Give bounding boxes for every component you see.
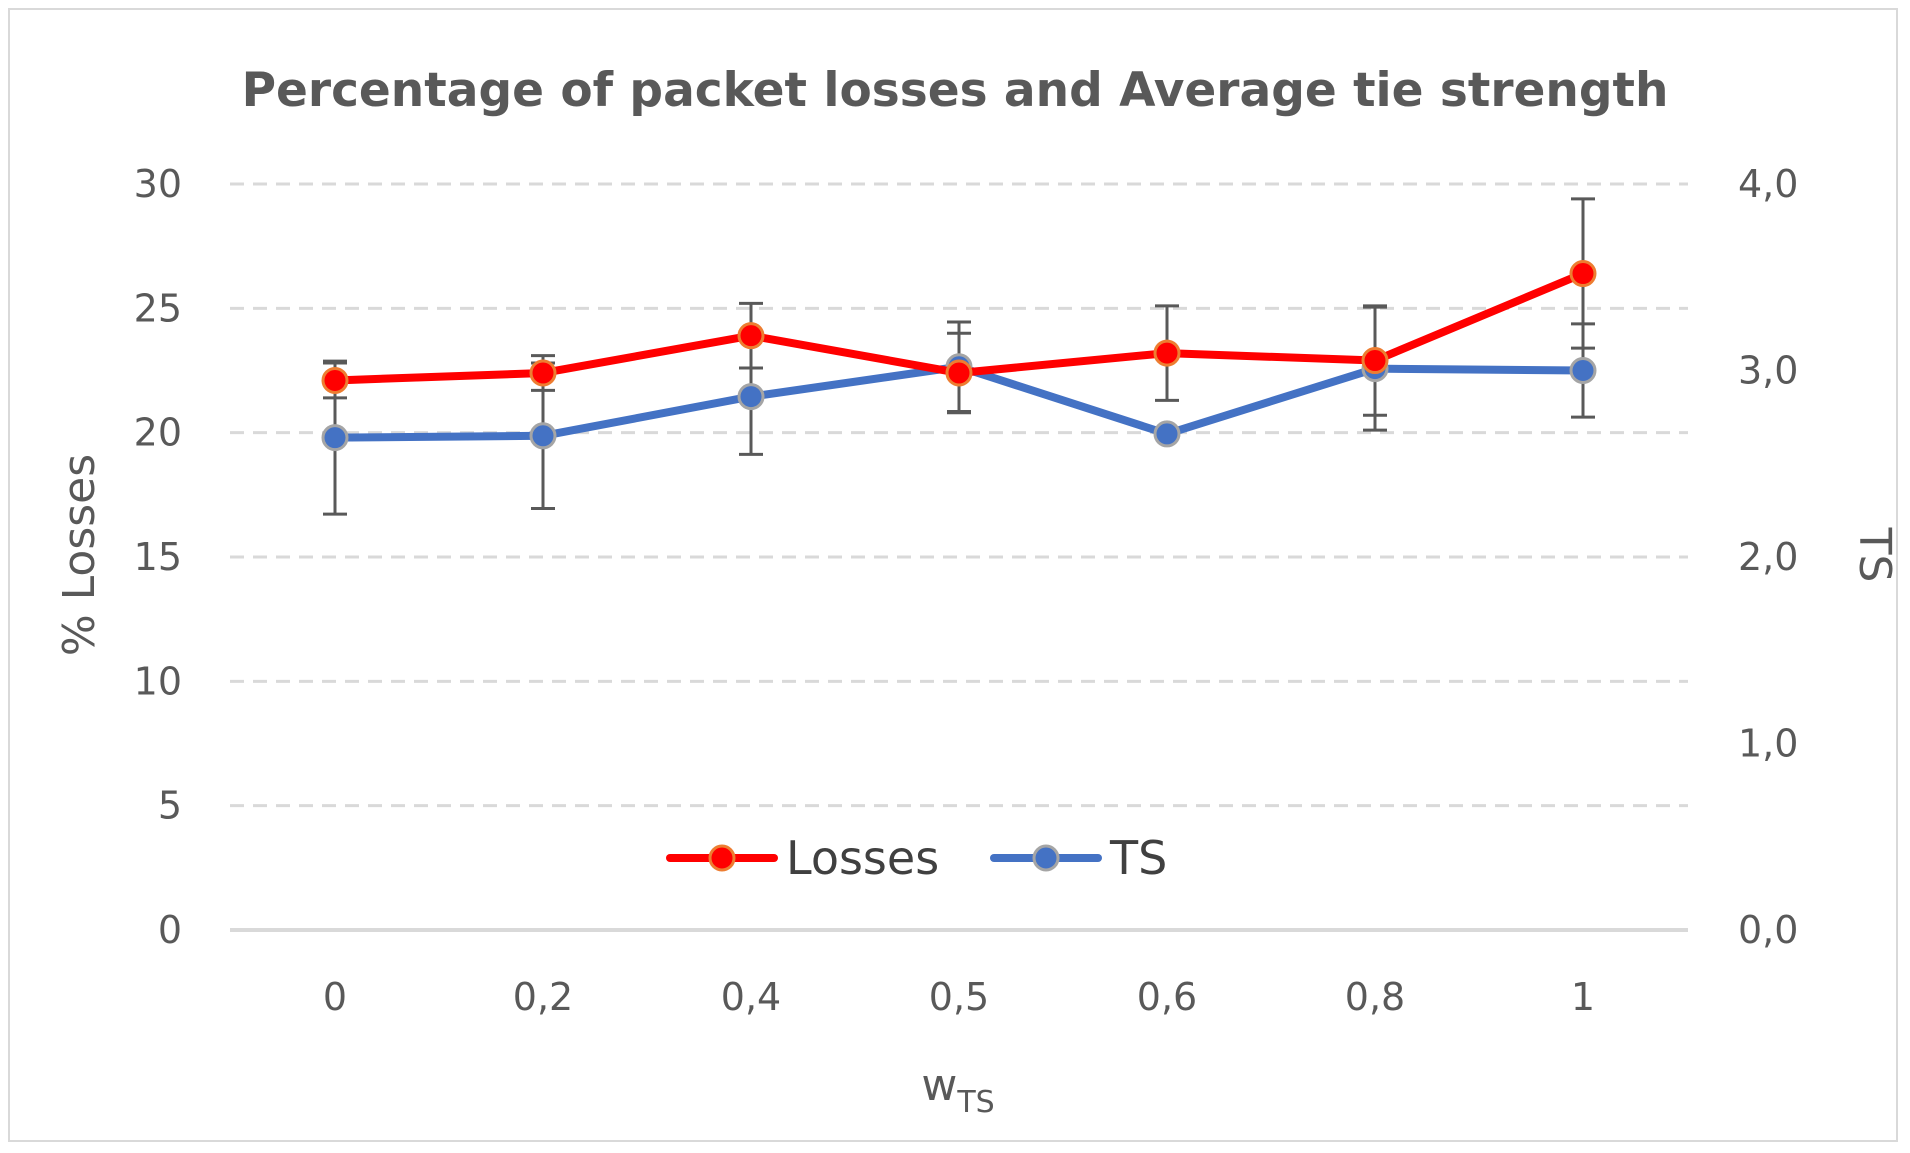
chart-title: Percentage of packet losses and Average … — [242, 63, 1669, 118]
data-point — [1569, 357, 1597, 384]
x-axis-label-main: w — [921, 1060, 957, 1111]
series — [321, 197, 1597, 516]
y-tick-label: 5 — [158, 784, 182, 828]
data-point — [1153, 339, 1181, 367]
x-axis-ticks: 0 0,2 0,4 0,5 0,6 0,8 1 — [323, 975, 1595, 1019]
y-tick-label: 30 — [134, 162, 182, 206]
x-tick-label: 0 — [323, 975, 347, 1019]
data-point — [1361, 347, 1389, 375]
x-axis-label-subscript: TS — [956, 1085, 994, 1120]
legend-label-losses: Losses — [786, 831, 939, 885]
legend-marker-ts — [1032, 844, 1060, 872]
data-point — [1153, 420, 1181, 448]
legend-label-ts: TS — [1109, 831, 1167, 885]
y-tick-label: 15 — [134, 535, 182, 579]
chart-frame — [8, 8, 1898, 1142]
series-losses-line-group — [321, 260, 1597, 394]
data-point — [529, 359, 557, 387]
y-tick-label: 20 — [134, 411, 182, 455]
data-point — [1569, 260, 1597, 288]
y2-tick-label: 4,0 — [1738, 162, 1798, 206]
data-point — [529, 422, 557, 450]
series-ts — [323, 305, 1595, 516]
x-tick-label: 0,6 — [1137, 975, 1197, 1019]
x-tick-label: 0,2 — [513, 975, 573, 1019]
x-axis-label: wTS — [921, 1060, 994, 1120]
y-tick-label: 25 — [134, 286, 182, 330]
x-tick-label: 0,4 — [721, 975, 781, 1019]
x-tick-label: 0,8 — [1345, 975, 1405, 1019]
data-point — [737, 322, 765, 350]
data-point — [321, 424, 349, 452]
x-tick-label: 0,5 — [929, 975, 989, 1019]
y2-tick-label: 2,0 — [1738, 535, 1798, 579]
legend-marker-losses — [708, 844, 736, 872]
data-point — [737, 383, 765, 411]
gridlines — [230, 182, 1688, 932]
y2-tick-label: 0,0 — [1738, 908, 1798, 952]
y-tick-label: 10 — [134, 659, 182, 703]
y-axis-label: % Losses — [54, 454, 105, 656]
legend: Losses TS — [666, 831, 1167, 885]
y2-tick-label: 3,0 — [1738, 349, 1798, 393]
data-point — [945, 359, 973, 387]
y-axis-ticks: 0 5 10 15 20 25 30 — [134, 162, 182, 952]
data-point — [321, 366, 349, 394]
y2-axis-ticks: 0,0 1,0 2,0 3,0 4,0 — [1738, 162, 1798, 952]
x-tick-label: 1 — [1571, 975, 1595, 1019]
y2-axis-label: TS — [1849, 527, 1900, 583]
y2-tick-label: 1,0 — [1738, 722, 1798, 766]
y-tick-label: 0 — [158, 908, 182, 952]
